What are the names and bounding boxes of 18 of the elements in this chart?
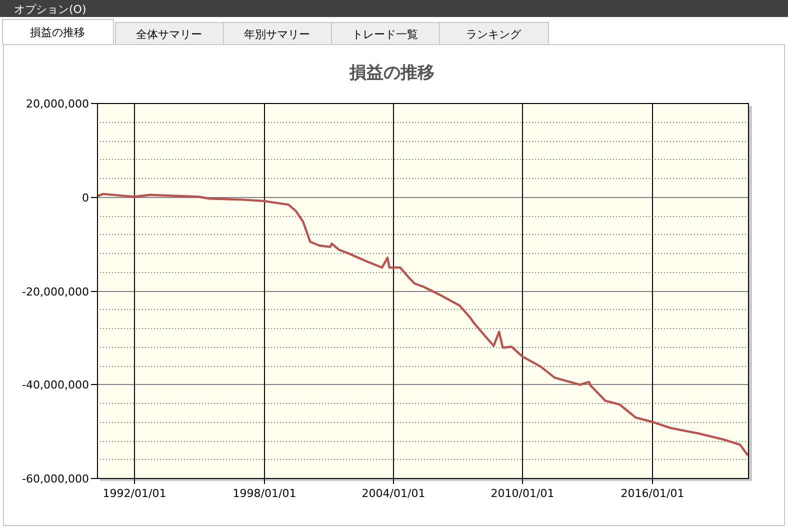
chart-title: 損益の推移	[348, 63, 434, 83]
text: ランキング	[466, 28, 522, 41]
x-tick-label: 2004/01/01	[362, 487, 426, 500]
text: トレード一覧	[352, 28, 418, 41]
x-tick-label: 2010/01/01	[490, 487, 554, 500]
y-tick-label: 20,000,000	[26, 98, 89, 110]
text: 全体サマリー	[136, 28, 202, 41]
x-tick-label: 2016/01/01	[620, 487, 684, 500]
text: 損益の推移	[30, 26, 85, 39]
line-series	[96, 192, 748, 456]
y-tick-label: -60,000,000	[22, 472, 89, 486]
text: オプション(O)	[14, 3, 86, 16]
x-tick-label: 1992/01/01	[102, 487, 166, 500]
y-tick-label: -20,000,000	[22, 286, 89, 298]
y-tick-label: -40,000,000	[22, 378, 89, 392]
text: 年別サマリー	[244, 28, 310, 41]
y-tick-label: 0	[82, 192, 89, 204]
x-tick-label: 1998/01/01	[232, 487, 296, 500]
